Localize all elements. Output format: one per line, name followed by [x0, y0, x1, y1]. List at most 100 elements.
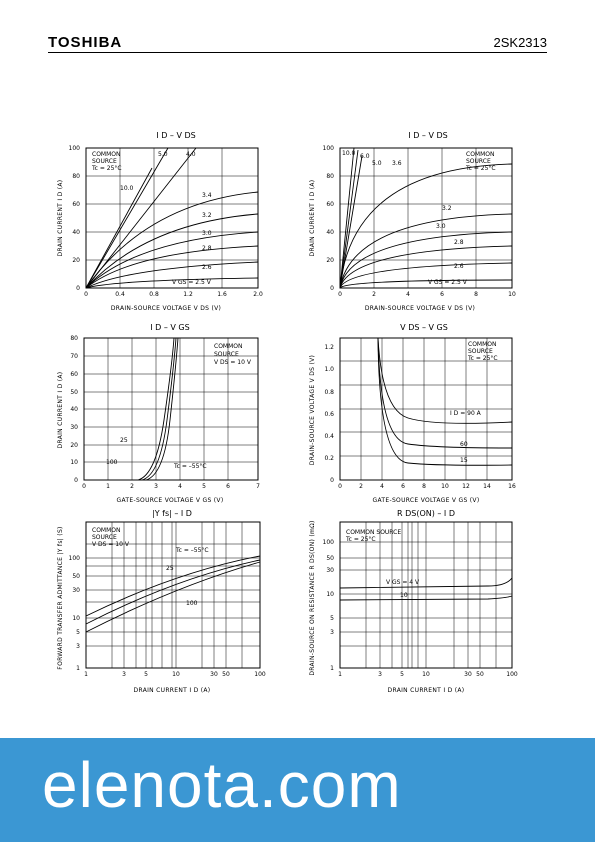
chart-title: |Y fs| – I D [152, 509, 192, 518]
svg-text:100: 100 [323, 539, 335, 546]
svg-text:4: 4 [406, 291, 410, 298]
svg-text:SOURCE: SOURCE [214, 351, 239, 358]
svg-text:1: 1 [84, 671, 88, 678]
svg-text:1.2: 1.2 [183, 291, 193, 298]
svg-text:6: 6 [226, 483, 230, 490]
curve-labels: 25 100 Tc = –55°C [106, 437, 207, 470]
tick-labels-y: 100 50 30 10 5 3 1 [69, 555, 81, 672]
svg-text:30: 30 [70, 424, 78, 431]
svg-text:1: 1 [76, 665, 80, 672]
svg-text:50: 50 [72, 573, 80, 580]
svg-text:80: 80 [72, 173, 80, 180]
svg-text:COMMON: COMMON [92, 151, 120, 158]
x-axis-label: DRAIN CURRENT I D (A) [134, 687, 211, 694]
svg-text:SOURCE: SOURCE [92, 534, 117, 541]
svg-text:100: 100 [323, 145, 335, 152]
svg-text:3.6: 3.6 [392, 160, 402, 167]
svg-text:5: 5 [202, 483, 206, 490]
svg-text:3: 3 [76, 643, 80, 650]
svg-text:2: 2 [130, 483, 134, 490]
curves [339, 577, 513, 601]
chart-note: COMMON SOURCE Tc = 25°C [465, 151, 496, 172]
tick-labels-y: 100 50 30 10 5 3 1 [323, 539, 335, 672]
svg-text:0: 0 [74, 477, 78, 484]
svg-text:Tc = 25°C: Tc = 25°C [345, 536, 376, 543]
svg-text:1: 1 [330, 665, 334, 672]
svg-text:30: 30 [210, 671, 218, 678]
plot-frame [85, 521, 261, 669]
plot-frame [339, 337, 513, 481]
svg-text:2.0: 2.0 [253, 291, 263, 298]
svg-text:70: 70 [70, 353, 78, 360]
svg-text:80: 80 [326, 173, 334, 180]
curves [85, 555, 261, 633]
svg-text:30: 30 [326, 567, 334, 574]
svg-text:0: 0 [330, 477, 334, 484]
part-number: 2SK2313 [493, 35, 548, 50]
svg-text:1.6: 1.6 [217, 291, 227, 298]
x-axis-label: DRAIN-SOURCE VOLTAGE V DS (V) [111, 305, 221, 312]
svg-text:2.6: 2.6 [454, 263, 464, 270]
curve-labels: V GS = 4 V 10 [386, 579, 420, 599]
curves [377, 337, 513, 466]
svg-text:5: 5 [76, 629, 80, 636]
svg-text:0.4: 0.4 [115, 291, 125, 298]
svg-text:6.0: 6.0 [360, 153, 370, 160]
svg-text:Tc = 25°C: Tc = 25°C [467, 355, 498, 362]
grid [339, 522, 513, 669]
svg-text:Tc = –55°C: Tc = –55°C [173, 463, 207, 470]
svg-text:1: 1 [106, 483, 110, 490]
svg-text:10: 10 [72, 615, 80, 622]
svg-text:SOURCE: SOURCE [466, 158, 491, 165]
chart-title: I D – V GS [150, 323, 189, 332]
svg-text:7: 7 [256, 483, 260, 490]
svg-text:COMMON: COMMON [468, 341, 496, 348]
svg-text:10: 10 [326, 591, 334, 598]
svg-text:12: 12 [462, 483, 470, 490]
svg-text:3.4: 3.4 [202, 192, 212, 199]
svg-text:25: 25 [120, 437, 128, 444]
svg-text:10: 10 [422, 671, 430, 678]
svg-text:COMMON: COMMON [92, 527, 120, 534]
svg-text:2.6: 2.6 [202, 264, 212, 271]
svg-text:60: 60 [70, 371, 78, 378]
svg-text:4: 4 [380, 483, 384, 490]
svg-text:3: 3 [378, 671, 382, 678]
svg-text:COMMON: COMMON [214, 343, 242, 350]
chart-note: COMMON SOURCE Tc = 25°C [345, 529, 401, 543]
svg-text:100: 100 [69, 145, 81, 152]
curve-labels: 5.0 4.0 10.0 3.4 3.2 3.0 2.8 2.6 V GS = … [120, 151, 212, 286]
tick-labels-y: 1.2 1.0 0.8 0.6 0.4 0.2 0 [324, 344, 334, 484]
svg-text:0: 0 [338, 483, 342, 490]
svg-text:1.2: 1.2 [324, 344, 334, 351]
svg-text:0: 0 [84, 291, 88, 298]
plot-frame [339, 521, 513, 669]
svg-text:25: 25 [166, 565, 174, 572]
svg-text:10.0: 10.0 [120, 185, 134, 192]
curves [85, 147, 259, 289]
tick-labels-y: 80 70 60 50 40 30 20 10 0 [70, 335, 78, 484]
svg-text:2.8: 2.8 [202, 245, 212, 252]
svg-text:100: 100 [254, 671, 266, 678]
tick-labels-x: 0 2 4 6 8 10 12 14 16 [338, 483, 516, 490]
chart-title: I D – V DS [156, 131, 195, 140]
svg-text:0.4: 0.4 [324, 433, 334, 440]
svg-text:V GS = 4 V: V GS = 4 V [386, 579, 420, 586]
svg-text:30: 30 [72, 587, 80, 594]
svg-text:60: 60 [460, 441, 468, 448]
svg-text:30: 30 [464, 671, 472, 678]
svg-text:0: 0 [338, 291, 342, 298]
svg-text:V GS = 2.5 V: V GS = 2.5 V [428, 279, 468, 286]
svg-text:V GS = 2.5 V: V GS = 2.5 V [172, 279, 212, 286]
curve-labels: Tc = –55°C 25 100 [166, 547, 209, 607]
svg-text:1.0: 1.0 [324, 366, 334, 373]
chart-title: V DS – V GS [400, 323, 448, 332]
svg-text:3: 3 [154, 483, 158, 490]
header-rule [48, 52, 547, 53]
svg-text:100: 100 [186, 600, 198, 607]
y-axis-label: DRAIN-SOURCE ON RESISTANCE R DS(ON) (mΩ) [309, 520, 316, 675]
plot-frame [83, 337, 259, 481]
svg-text:2: 2 [372, 291, 376, 298]
chart-note: COMMON SOURCE Tc = 25°C [91, 151, 122, 172]
svg-text:10: 10 [441, 483, 449, 490]
